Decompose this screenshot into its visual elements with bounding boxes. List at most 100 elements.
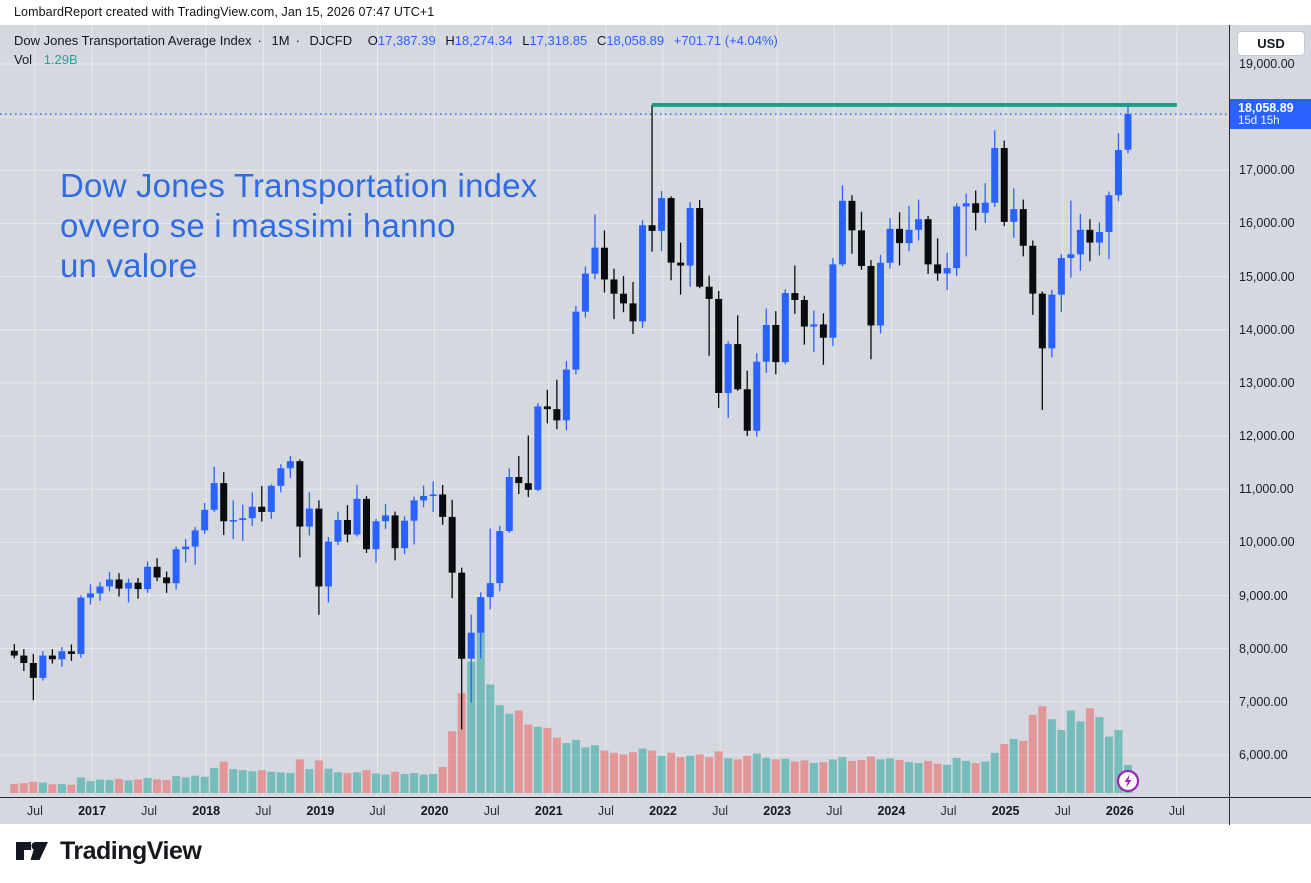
candle-body (1095, 231, 1103, 243)
volume-bar (638, 748, 647, 793)
volume-bar (333, 772, 342, 793)
volume-bar (514, 710, 523, 793)
time-scale[interactable]: Jul 2017 Jul 2018 Jul 2019 Jul 2020 Jul 2021 Jul 20… (0, 797, 1311, 825)
time-tick-label: 2026 (1105, 804, 1134, 818)
candle-body (20, 655, 28, 664)
flash-publish-icon[interactable] (1116, 769, 1140, 793)
volume-bar (828, 759, 837, 793)
volume-bar (124, 780, 133, 793)
candle-body (286, 461, 294, 469)
price-tick-label: 17,000.00 (1239, 163, 1295, 178)
time-tick-label: Jul (369, 804, 386, 818)
candle-body (791, 293, 799, 300)
candle-body (734, 344, 742, 390)
symbol-legend[interactable]: Dow Jones Transportation Average Index · … (14, 33, 778, 48)
candle-body (67, 651, 75, 654)
volume-bar (943, 764, 952, 793)
candle-body (163, 577, 171, 584)
time-tick-label: Jul (141, 804, 158, 818)
volume-bar (67, 784, 76, 793)
candle-body (915, 219, 923, 230)
tradingview-logo[interactable]: TradingView (14, 835, 202, 867)
currency-button[interactable]: USD (1237, 31, 1305, 56)
candle-body (1076, 229, 1084, 255)
volume-bar (981, 761, 990, 793)
volume-bar (762, 757, 771, 793)
close-field: C18,058.89 (596, 33, 665, 48)
candlestick-chart[interactable] (0, 25, 1229, 797)
candle-body (581, 273, 589, 312)
volume-bar (1047, 719, 1056, 793)
candle-body (401, 520, 409, 549)
axis-corner-separator (1229, 798, 1230, 825)
time-tick-label: Jul (483, 804, 500, 818)
time-tick-label: Jul (1168, 804, 1185, 818)
volume-bar (276, 772, 285, 793)
candle-body (10, 650, 18, 656)
candle-body (210, 483, 218, 510)
candle-body (686, 208, 694, 266)
volume-bar (590, 745, 599, 793)
volume-bar (771, 759, 780, 793)
time-tick-label: Jul (597, 804, 614, 818)
candle-body (629, 303, 637, 322)
volume-bar (838, 757, 847, 793)
time-tick-label: Jul (712, 804, 729, 818)
candle-body (191, 530, 199, 547)
volume-bar (248, 771, 257, 793)
separator-dot: · (295, 33, 300, 48)
price-scale[interactable]: USD 19,000.0018,000.0017,000.0016,000.00… (1229, 25, 1311, 797)
candle-body (600, 247, 608, 280)
candle-body (229, 520, 237, 522)
volume-bar (429, 773, 438, 793)
volume-bar (1104, 736, 1113, 793)
candle-body (848, 200, 856, 231)
volume-bar (866, 756, 875, 793)
volume-bar (705, 757, 714, 793)
candle-body (800, 299, 808, 327)
volume-bar (629, 752, 638, 793)
candle-body (1057, 257, 1065, 295)
time-tick-label: 2017 (78, 804, 106, 818)
volume-bar (543, 727, 552, 793)
volume-bar (257, 770, 266, 793)
volume-bar (990, 752, 999, 793)
tradingview-logo-mark (16, 842, 48, 860)
volume-bar (1114, 730, 1123, 793)
candle-body (610, 279, 618, 294)
volume-bar (533, 726, 542, 793)
candle-body (305, 508, 313, 527)
time-tick-label: 2025 (991, 804, 1020, 818)
volume-bar (790, 761, 799, 793)
candle-body (562, 369, 570, 421)
volume-bar (143, 777, 152, 793)
vol-label: Vol (14, 52, 33, 67)
candle-body (39, 655, 47, 678)
price-tick-label: 6,000.00 (1239, 747, 1288, 762)
volume-bar (210, 768, 219, 793)
volume-bar (1076, 721, 1085, 793)
tradingview-brand-text: TradingView (60, 836, 202, 865)
volume-bar (352, 772, 361, 793)
candle-body (953, 206, 961, 269)
interval-label[interactable]: 1M (271, 33, 290, 48)
price-tick-label: 16,000.00 (1239, 216, 1295, 231)
candle-body (353, 498, 361, 535)
volume-bar (895, 760, 904, 793)
volume-bar (362, 770, 371, 793)
candle-body (1010, 209, 1018, 222)
volume-bar (686, 755, 695, 793)
candle-body (753, 361, 761, 431)
candle-body (467, 632, 475, 659)
volume-bar (400, 773, 409, 793)
time-tick-label: Jul (255, 804, 272, 818)
candle-body (810, 324, 818, 327)
time-tick-label: 2023 (763, 804, 792, 818)
candle-body (1105, 195, 1113, 232)
volume-legend[interactable]: Vol 1.29B (14, 52, 78, 67)
price-tick-label: 15,000.00 (1239, 269, 1295, 284)
candle-body (981, 202, 989, 213)
volume-bar (752, 753, 761, 793)
price-tick-label: 14,000.00 (1239, 322, 1295, 337)
